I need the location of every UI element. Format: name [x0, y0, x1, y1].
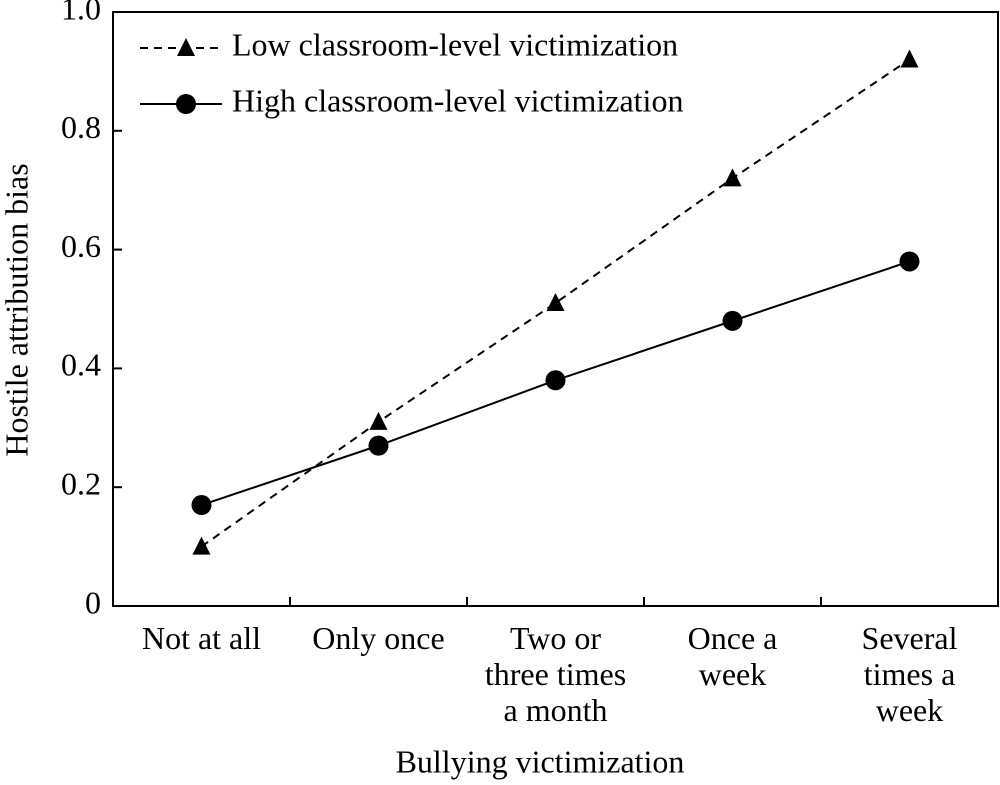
circle-marker	[191, 495, 212, 516]
circle-marker	[368, 435, 389, 456]
y-tick-label: 0.2	[61, 466, 101, 502]
series-line	[200, 58, 911, 548]
triangle-marker	[369, 411, 388, 430]
x-tick-label: Only once	[312, 620, 445, 656]
triangle-marker	[546, 293, 565, 312]
y-tick-label: 0.4	[61, 347, 101, 383]
triangle-marker	[900, 49, 919, 68]
circle-marker	[899, 251, 920, 272]
x-tick-label: Not at all	[141, 620, 262, 656]
circle-marker	[722, 310, 743, 331]
circle-marker	[545, 370, 566, 391]
y-tick-label: 0.6	[61, 228, 101, 264]
y-tick-label: 1.0	[61, 0, 101, 26]
legend-marker	[177, 38, 195, 56]
legend-label: High classroom-level victimization	[232, 82, 683, 118]
triangle-marker	[192, 536, 211, 555]
legend-label: Low classroom-level victimization	[232, 26, 678, 62]
legend-marker	[176, 94, 196, 114]
y-tick-label: 0.8	[61, 109, 101, 145]
y-tick-label: 0	[85, 584, 101, 620]
x-axis-label: Bullying victimization	[396, 743, 685, 779]
plot-frame	[112, 11, 999, 607]
x-tick-label: Once a week	[687, 620, 778, 692]
triangle-marker	[723, 168, 742, 187]
x-tick-label: Several times a week	[861, 620, 958, 728]
x-tick-label: Two or three times a month	[484, 620, 627, 728]
y-axis-label: Hostile attribution bias	[0, 163, 34, 456]
